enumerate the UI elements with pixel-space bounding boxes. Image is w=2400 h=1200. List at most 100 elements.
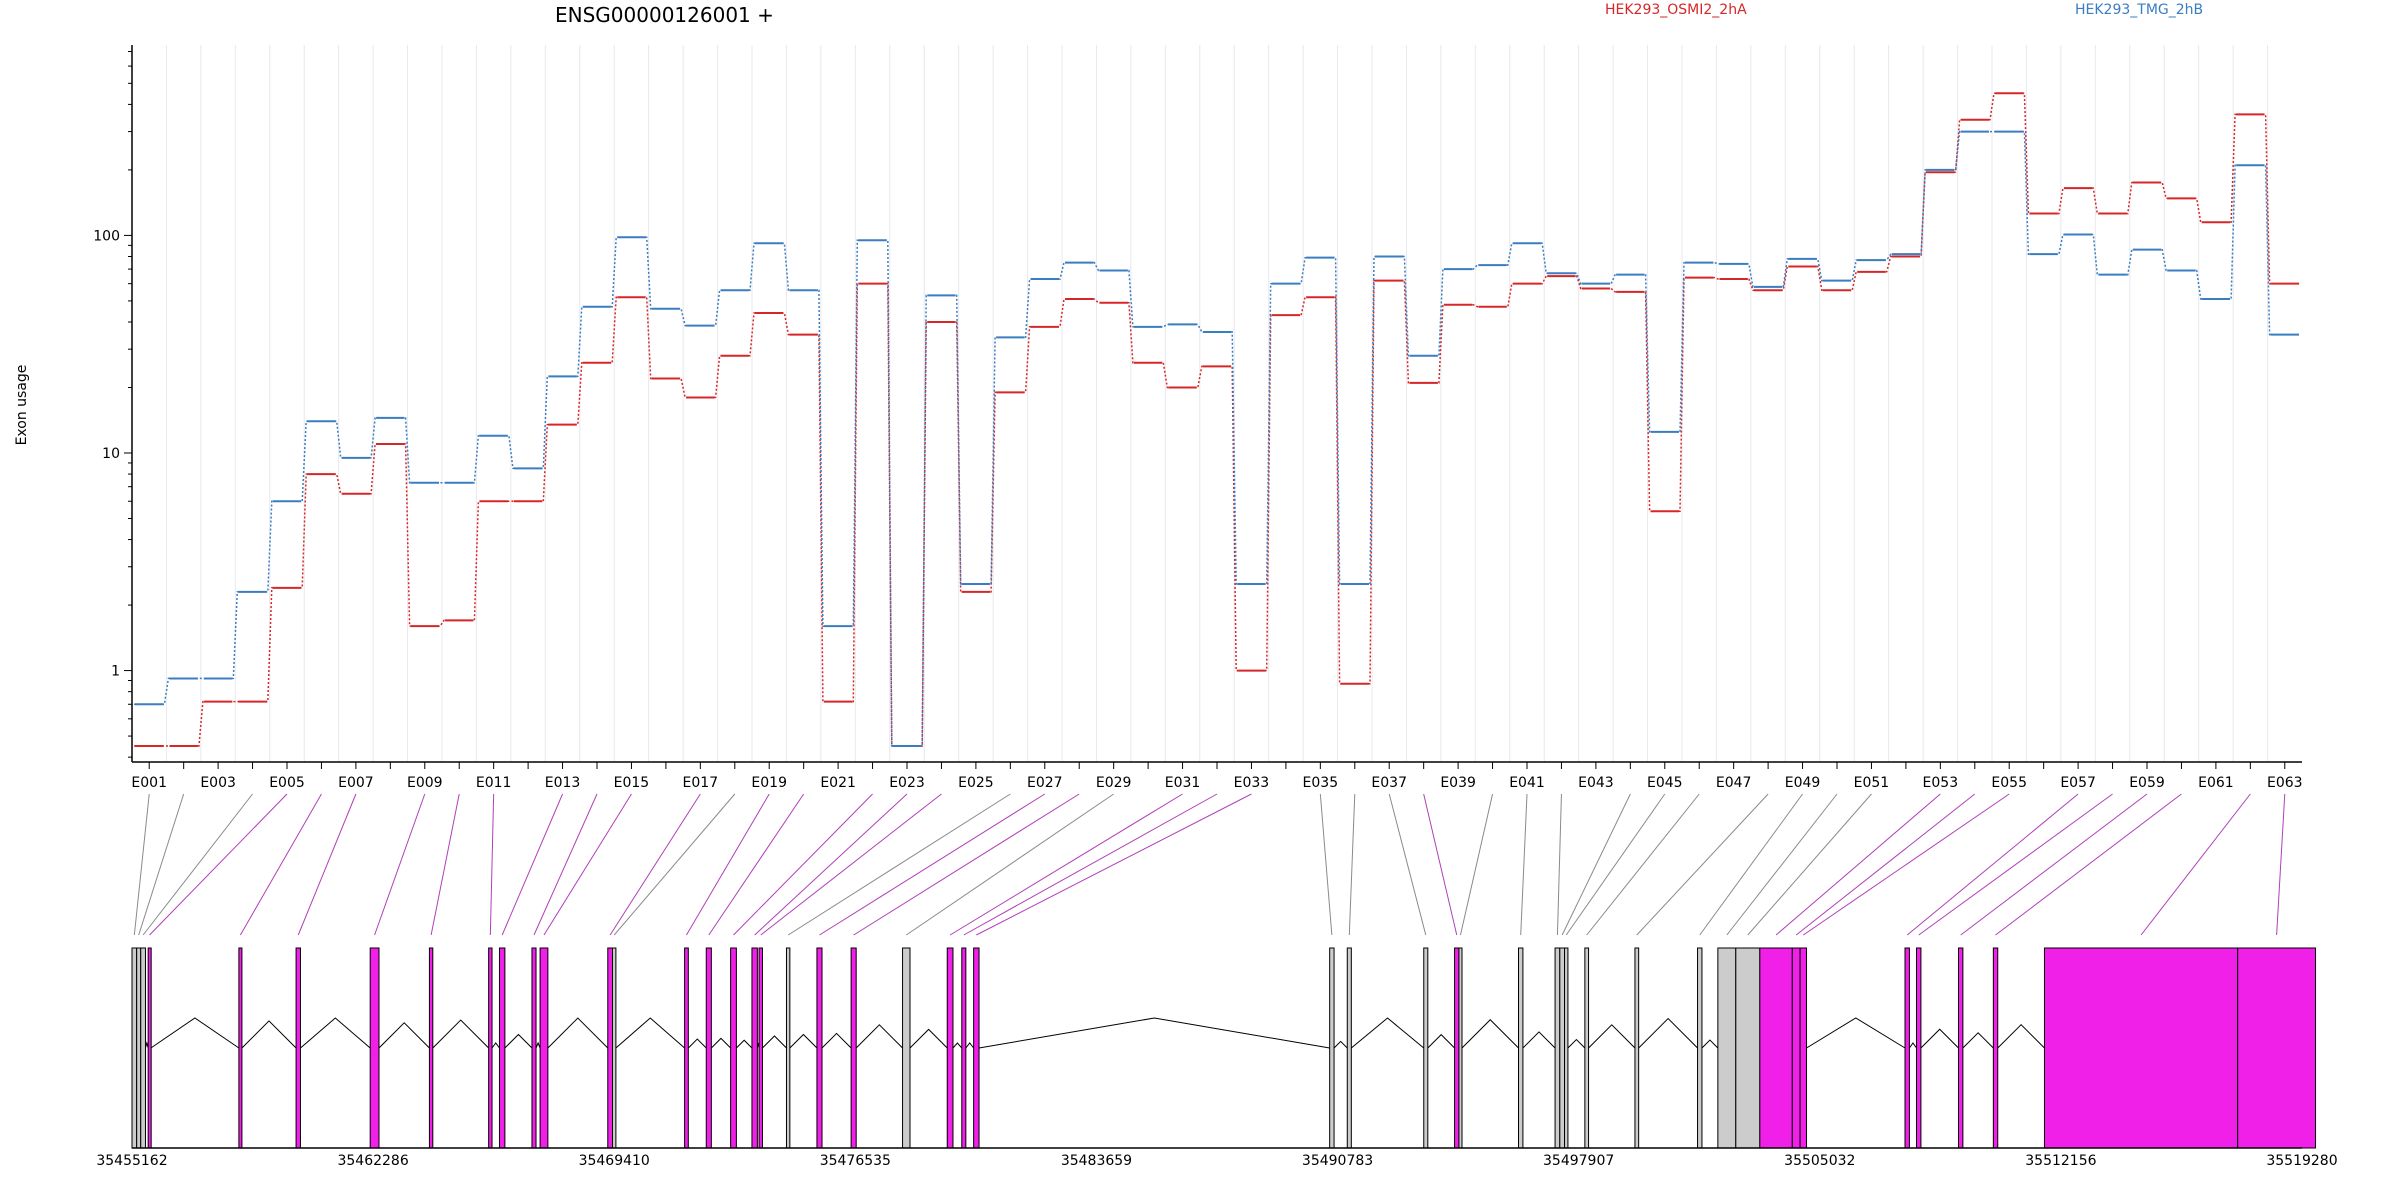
connector-line	[1319, 793, 1333, 936]
connector-line	[754, 793, 908, 936]
genomic-tick-label: 35519280	[2266, 1153, 2337, 1169]
intron-line	[432, 1019, 490, 1049]
x-tick-label: E055	[1991, 775, 2027, 791]
connector-line	[133, 793, 150, 936]
connector-line	[1348, 793, 1356, 936]
x-tick-label: E027	[1027, 775, 1063, 791]
exon-box	[1329, 947, 1335, 1149]
x-tick-label: E011	[476, 775, 512, 791]
exon-box	[816, 947, 823, 1149]
x-tick-label: E033	[1234, 775, 1270, 791]
genomic-tick-label: 35512156	[2025, 1153, 2096, 1169]
intron-line	[150, 1017, 240, 1049]
series-HEK293_TMG_2hB	[134, 130, 2300, 748]
exon-box	[136, 947, 142, 1149]
connector-line	[1459, 793, 1494, 936]
intron-line	[1427, 1033, 1455, 1049]
x-tick-label: E039	[1440, 775, 1476, 791]
connector-line	[239, 793, 322, 936]
y-tick-label: 100	[93, 228, 120, 244]
connector-line	[1795, 793, 1976, 936]
exon-box	[1564, 947, 1569, 1149]
intron-line	[1461, 1019, 1519, 1049]
exon-connector-lines	[133, 793, 2286, 936]
exon-box	[961, 947, 967, 1149]
x-tick-label: E019	[751, 775, 787, 791]
intron-line	[615, 1017, 685, 1049]
exon-box	[1346, 947, 1352, 1149]
connector-line	[760, 793, 942, 936]
exon-box	[973, 947, 980, 1149]
exon-box	[850, 947, 857, 1149]
intron-line	[687, 1038, 707, 1049]
intron-line	[1701, 1039, 1719, 1049]
connector-line	[1726, 793, 1838, 936]
exon-box	[140, 947, 146, 1149]
exon-box	[902, 947, 911, 1149]
x-tick-label: E021	[820, 775, 856, 791]
x-ticks: E001 E003 E005 E007 E009 E011 E013 E015 E017 E019…	[131, 762, 2303, 791]
intron-line	[1588, 1024, 1636, 1049]
x-tick-label: E017	[683, 775, 719, 791]
exon-box	[131, 947, 138, 1149]
connector-line	[819, 793, 1046, 936]
exon-box	[1799, 947, 1808, 1149]
x-tick-label: E043	[1578, 775, 1614, 791]
series-group	[134, 92, 2300, 748]
connector-line	[1561, 793, 1631, 936]
exon-box	[1916, 947, 1922, 1149]
intron-line	[762, 1035, 787, 1049]
exon-box	[1992, 947, 1999, 1149]
exon-box	[1518, 947, 1524, 1149]
connector-line	[708, 793, 805, 936]
exon-box	[2237, 947, 2317, 1149]
connector-line	[733, 793, 873, 936]
exon-box	[1904, 947, 1910, 1149]
connector-line	[963, 793, 1218, 936]
x-tick-label: E025	[958, 775, 994, 791]
exon-box	[785, 947, 791, 1149]
connector-line	[1423, 793, 1458, 936]
genomic-tick-label: 35505032	[1784, 1153, 1855, 1169]
exon-box	[1454, 947, 1460, 1149]
connector-line	[1520, 793, 1528, 936]
connector-line	[1556, 793, 1562, 936]
x-tick-label: E031	[1165, 775, 1201, 791]
x-tick-label: E029	[1096, 775, 1132, 791]
connector-line	[374, 793, 426, 936]
y-ticks: 1 10 100	[93, 51, 132, 758]
connector-line	[853, 793, 1080, 936]
x-tick-label: E045	[1647, 775, 1683, 791]
x-tick-label: E003	[200, 775, 236, 791]
intron-line	[965, 1042, 975, 1049]
y-axis-label: Exon usage	[14, 365, 30, 446]
intron-line	[789, 1033, 818, 1049]
intron-line	[710, 1037, 731, 1049]
x-tick-label: E023	[889, 775, 925, 791]
connector-line	[1565, 793, 1666, 936]
intron-line	[1920, 1028, 1959, 1049]
x-tick-label: E049	[1785, 775, 1821, 791]
intron-line	[978, 1017, 1330, 1049]
genomic-tick-label: 35469410	[579, 1153, 650, 1169]
y-tick-label: 1	[111, 664, 120, 680]
intron-line	[1962, 1032, 1994, 1049]
legend-tmg-2hb: HEK293_TMG_2hB	[2075, 2, 2203, 18]
intron-line	[300, 1017, 371, 1049]
exon-box	[730, 947, 737, 1149]
intron-line	[855, 1024, 903, 1049]
exon-box	[369, 947, 380, 1149]
connector-line	[905, 793, 1114, 936]
connector-line	[297, 793, 357, 936]
genomic-tick-label: 35483659	[1061, 1153, 1132, 1169]
exon-box	[147, 947, 152, 1149]
connector-line	[613, 793, 736, 936]
exon-box	[612, 947, 617, 1149]
exon-box	[705, 947, 712, 1149]
exon-box	[2043, 947, 2239, 1149]
x-tick-label: E007	[338, 775, 374, 791]
exon-box	[1957, 947, 1964, 1149]
connector-line	[430, 793, 460, 936]
exon-box	[684, 947, 689, 1149]
